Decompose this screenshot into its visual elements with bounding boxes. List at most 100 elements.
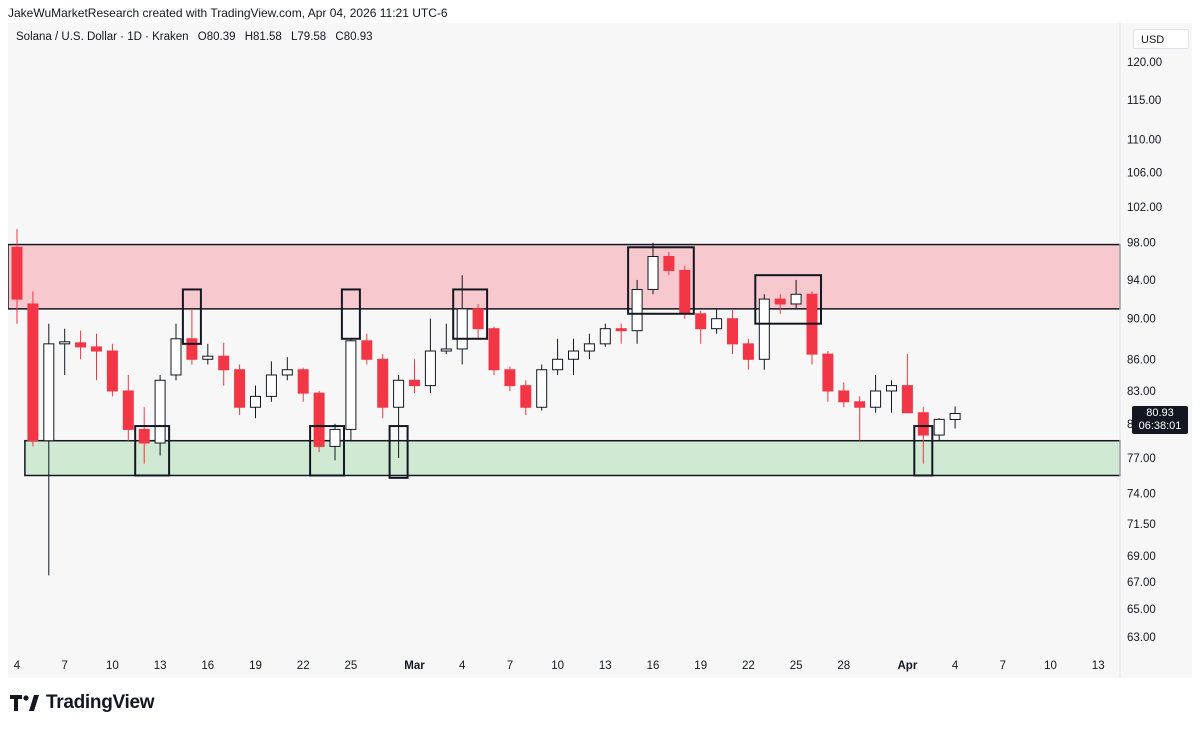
candle-body <box>488 328 500 371</box>
candle-body <box>234 369 246 408</box>
candle-body <box>599 328 611 345</box>
open-value: O80.39 <box>197 31 236 43</box>
symbol-legend: Solana / U.S. Dollar · 1D · Kraken O80.3… <box>16 31 373 43</box>
candle-body <box>886 385 897 392</box>
candle-body <box>409 379 420 387</box>
annotation-box <box>913 425 934 477</box>
last-price-value: 80.93 <box>1146 407 1174 419</box>
time-tick-label: Mar <box>404 660 425 672</box>
time-tick-label: 10 <box>1044 660 1057 672</box>
price-tick-label: 69.00 <box>1127 551 1156 563</box>
candle-body <box>568 350 579 360</box>
time-tick-label: 25 <box>345 660 358 672</box>
symbol-title: Solana / U.S. Dollar · 1D · Kraken <box>16 31 189 43</box>
candle-body <box>59 341 71 345</box>
candle-body <box>615 328 627 332</box>
time-tick-label: 4 <box>952 660 959 672</box>
candle-body <box>472 308 484 330</box>
candle-body <box>901 385 913 414</box>
candle-body <box>138 428 150 444</box>
candle-body <box>456 308 468 350</box>
price-tick-label: 98.00 <box>1127 238 1156 250</box>
candle-body <box>854 401 866 408</box>
time-tick-label: 16 <box>201 660 214 672</box>
candle-body <box>742 343 754 360</box>
candle-body <box>91 346 102 352</box>
candle-body <box>345 340 357 430</box>
candle-body <box>329 428 341 447</box>
candle-body <box>583 343 595 352</box>
last-price-label: 80.93 06:38:01 <box>1132 406 1188 434</box>
chart-area[interactable]: 120.00 115.00 110.00 106.00 102.00 98.00 94.00… <box>8 23 1192 678</box>
annotation-box <box>754 274 822 325</box>
time-tick-label: 4 <box>459 660 466 672</box>
price-tick-label: 94.00 <box>1127 275 1156 287</box>
time-tick-label: 4 <box>14 660 21 672</box>
price-tick-label: 115.00 <box>1127 95 1161 107</box>
time-tick-label: 10 <box>106 660 119 672</box>
candle-body <box>202 355 214 360</box>
candle-body <box>154 379 166 444</box>
time-tick-label: 25 <box>790 660 803 672</box>
price-tick-label: 63.00 <box>1127 632 1156 644</box>
candle-body <box>281 369 293 376</box>
annotation-box <box>134 425 171 477</box>
candle-body <box>440 348 452 352</box>
candle-body <box>631 288 643 332</box>
price-tick-label: 67.00 <box>1127 577 1156 589</box>
high-value: H81.58 <box>244 31 282 43</box>
candle-body <box>711 318 723 330</box>
candlestick-chart[interactable]: 120.00 115.00 110.00 106.00 102.00 98.00 94.00… <box>8 23 1192 678</box>
candle-body <box>218 355 230 371</box>
candle-body <box>520 385 532 408</box>
annotation-box <box>181 288 202 345</box>
annotation-box <box>452 288 489 340</box>
candle-body <box>27 303 39 442</box>
candle-body <box>917 412 929 436</box>
price-tick-label: 86.00 <box>1127 354 1156 366</box>
price-tick-label: 120.00 <box>1127 57 1162 69</box>
time-tick-label: Apr <box>897 660 917 672</box>
price-tick-label: 83.00 <box>1127 386 1156 398</box>
annotation-box <box>309 425 346 477</box>
candle-body <box>361 340 373 360</box>
candle-body <box>679 269 691 315</box>
candle-body <box>536 369 548 408</box>
price-tick-label: 77.00 <box>1127 453 1156 465</box>
time-tick-label: 7 <box>1000 660 1006 672</box>
time-tick-label: 16 <box>647 660 660 672</box>
tradingview-logo-icon <box>10 694 40 712</box>
support-zone <box>24 439 1121 477</box>
time-tick-label: 28 <box>837 660 850 672</box>
time-tick-label: 13 <box>154 660 167 672</box>
candle-body <box>822 353 834 392</box>
candle-body <box>43 343 55 442</box>
candle-body <box>774 298 786 305</box>
tradingview-brand: TradingView <box>46 692 155 713</box>
candle-body <box>870 390 882 408</box>
currency-selector[interactable]: USD <box>1133 29 1189 49</box>
candle-body <box>186 338 198 360</box>
annotation-box <box>388 425 409 479</box>
tradingview-logo[interactable]: TradingView <box>10 690 155 716</box>
candle-body <box>265 374 277 397</box>
chart-credit: JakeWuMarketResearch created with Tradin… <box>8 6 448 20</box>
price-tick-label: 90.00 <box>1127 314 1156 326</box>
annotation-box <box>340 288 361 340</box>
time-tick-label: 10 <box>551 660 564 672</box>
price-tick-label: 65.00 <box>1127 604 1156 616</box>
candle-body <box>552 358 564 371</box>
candle-body <box>106 350 118 392</box>
time-tick-label: 7 <box>61 660 67 672</box>
annotation-box <box>627 246 695 315</box>
price-tick-label: 106.00 <box>1127 168 1162 180</box>
candle-body <box>790 293 802 305</box>
candle-body <box>122 390 134 430</box>
candle-body <box>250 395 261 408</box>
time-tick-label: 22 <box>297 660 310 672</box>
price-tick-label: 71.50 <box>1127 519 1156 531</box>
low-value: L79.58 <box>291 31 327 43</box>
time-tick-label: 7 <box>507 660 513 672</box>
candle-body <box>647 255 659 290</box>
time-tick-label: 22 <box>742 660 755 672</box>
